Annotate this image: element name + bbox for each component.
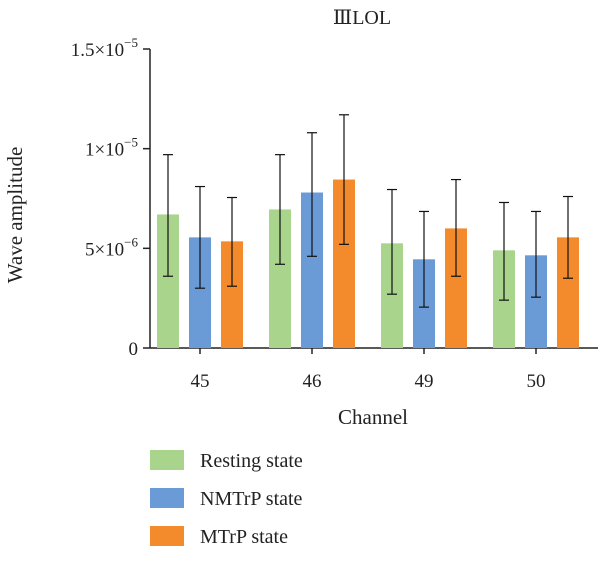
bar-mtrp-state — [445, 228, 467, 348]
chart-title: ⅢLOL — [333, 7, 391, 29]
bar-mtrp-state — [221, 241, 243, 348]
x-tick-label: 50 — [527, 371, 546, 392]
y-tick-label-mantissa: 5×10 — [85, 239, 124, 260]
plot-area: 05×10−61×10−51.5×10−545 46 49 50 — [71, 35, 598, 392]
bar-resting-state — [157, 214, 179, 348]
y-tick-label: 1.5×10−5 — [71, 35, 138, 61]
bar-nmtrp-state — [301, 192, 323, 348]
legend-label: Resting state — [200, 450, 303, 472]
y-tick-label-exponent: −5 — [124, 35, 138, 50]
y-tick-label-exponent: −6 — [124, 234, 138, 249]
legend-swatch — [150, 526, 184, 546]
y-tick-label-exponent: −5 — [124, 135, 138, 150]
legend-label: NMTrP state — [200, 488, 303, 510]
bar-mtrp-state — [557, 237, 579, 348]
y-tick-label: 5×10−6 — [85, 234, 139, 260]
legend-swatch — [150, 488, 184, 508]
y-tick-label-mantissa: 0 — [129, 339, 139, 360]
bar-nmtrp-state — [189, 237, 211, 348]
bar-resting-state — [381, 243, 403, 348]
y-tick-label: 0 — [129, 339, 139, 360]
x-tick-label: 46 — [303, 371, 322, 392]
legend-label: MTrP state — [200, 526, 288, 548]
bar-resting-state — [269, 209, 291, 348]
x-tick-label: 49 — [415, 371, 434, 392]
y-tick-label-mantissa: 1.5×10 — [71, 40, 124, 61]
legend-swatch — [150, 450, 184, 470]
bar-nmtrp-state — [525, 255, 547, 348]
y-tick-label: 1×10−5 — [85, 135, 138, 161]
x-tick-label: 45 — [191, 371, 210, 392]
x-axis-label: Channel — [338, 405, 408, 429]
y-tick-label-mantissa: 1×10 — [85, 140, 124, 161]
legend: Resting state NMTrP state MTrP state — [150, 450, 303, 548]
bar-mtrp-state — [333, 179, 355, 348]
y-axis-label: Wave amplitude — [3, 147, 27, 284]
